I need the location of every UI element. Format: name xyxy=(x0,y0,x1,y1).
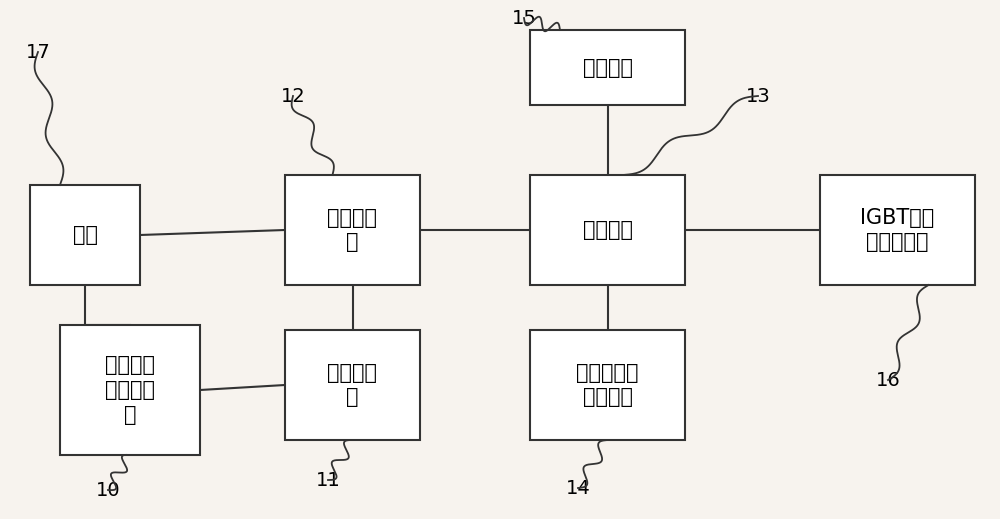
Bar xyxy=(60,325,200,455)
Text: 11: 11 xyxy=(316,471,340,489)
Text: 器: 器 xyxy=(124,405,136,425)
Text: 器: 器 xyxy=(346,387,359,407)
Text: 电压保护: 电压保护 xyxy=(105,380,155,400)
Text: 电压嵌位器: 电压嵌位器 xyxy=(866,233,929,252)
Bar xyxy=(820,175,975,285)
Text: 15: 15 xyxy=(512,8,536,28)
Text: 电源: 电源 xyxy=(72,225,98,245)
Text: 16: 16 xyxy=(876,371,900,389)
Bar xyxy=(30,185,140,285)
Bar xyxy=(285,330,420,440)
Text: 13: 13 xyxy=(746,87,770,105)
Text: 能量吸收: 能量吸收 xyxy=(328,363,378,383)
Text: 位限压器: 位限压器 xyxy=(582,387,633,407)
Bar xyxy=(530,330,685,440)
Text: IGBT感应: IGBT感应 xyxy=(860,208,935,228)
Text: 12: 12 xyxy=(281,87,305,105)
Text: 器: 器 xyxy=(346,233,359,252)
Text: 10: 10 xyxy=(96,481,120,499)
Text: 17: 17 xyxy=(26,43,50,61)
Bar xyxy=(530,30,685,105)
Bar xyxy=(530,175,685,285)
Text: 层叠母线: 层叠母线 xyxy=(582,58,633,77)
Text: 功率单元嵌: 功率单元嵌 xyxy=(576,363,639,383)
Bar xyxy=(285,175,420,285)
Text: 14: 14 xyxy=(566,479,590,498)
Text: 连接电抗: 连接电抗 xyxy=(328,208,378,228)
Text: 组合式过: 组合式过 xyxy=(105,355,155,375)
Text: 功率单元: 功率单元 xyxy=(582,220,633,240)
